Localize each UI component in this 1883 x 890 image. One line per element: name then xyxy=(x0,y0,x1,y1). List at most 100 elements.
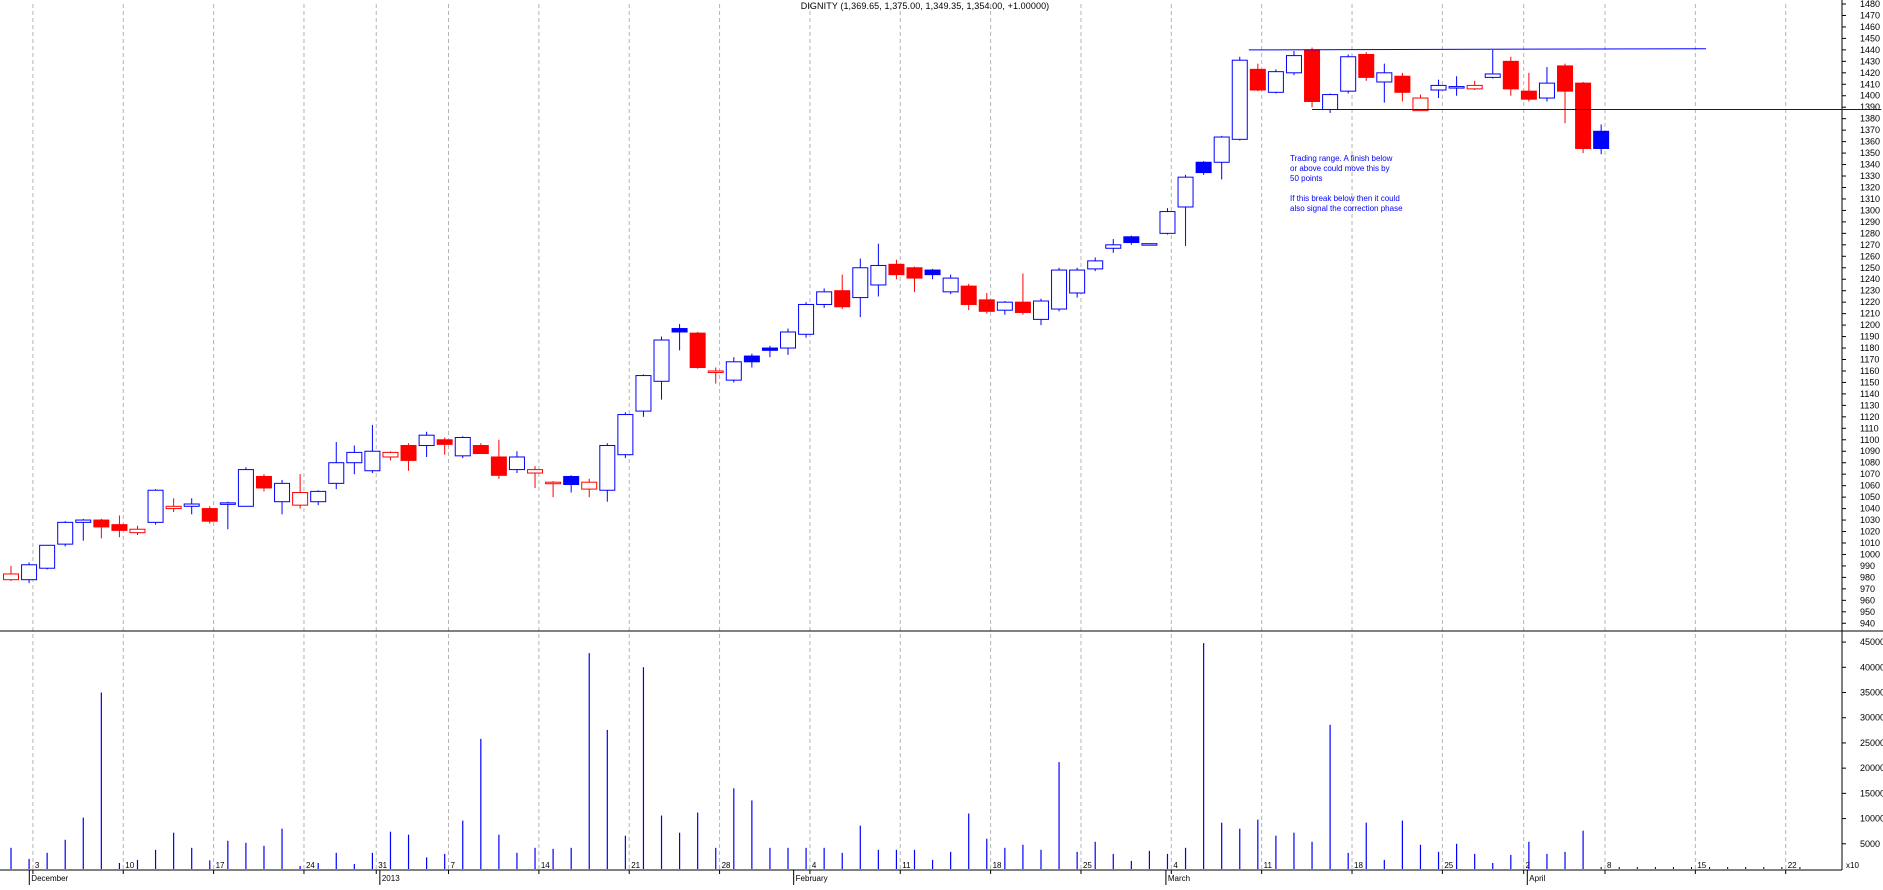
candle-body xyxy=(382,451,399,458)
candle-body xyxy=(57,521,74,545)
candle-body xyxy=(436,439,453,445)
volume-y-tick-label: 30000 xyxy=(1860,713,1883,723)
x-tick-label: 18 xyxy=(1354,861,1363,870)
y-tick-label: 1460 xyxy=(1860,22,1880,32)
candle-body xyxy=(454,436,471,457)
x-tick-label: 11 xyxy=(1264,861,1273,870)
trading-range-line xyxy=(1248,48,1706,51)
candle-body xyxy=(111,524,128,531)
candle-body xyxy=(888,263,905,276)
y-tick-label: 960 xyxy=(1860,595,1875,605)
y-tick-label: 1420 xyxy=(1860,68,1880,78)
candle-body xyxy=(996,301,1013,311)
volume-unit-label: x10 xyxy=(1846,861,1859,870)
y-tick-label: 1230 xyxy=(1860,286,1880,296)
candle-body xyxy=(1141,243,1158,246)
candle-body xyxy=(1177,176,1194,208)
trading-range-note: Trading range. A finish below or above c… xyxy=(1290,154,1403,213)
candle-body xyxy=(725,361,742,381)
candle-body xyxy=(1213,136,1230,163)
candle-body xyxy=(508,456,525,471)
candle-body xyxy=(942,277,959,293)
candle-body xyxy=(1412,97,1429,112)
month-label: 2013 xyxy=(382,874,400,883)
y-tick-label: 1270 xyxy=(1860,240,1880,250)
candle-body xyxy=(1069,269,1086,294)
candle-body xyxy=(183,503,200,507)
candle-body xyxy=(1538,82,1555,99)
y-tick-label: 1280 xyxy=(1860,228,1880,238)
candle-body xyxy=(707,370,724,373)
y-tick-label: 1180 xyxy=(1860,343,1879,353)
candle-body xyxy=(1340,56,1357,92)
candle-body xyxy=(201,508,218,522)
y-tick-label: 1320 xyxy=(1860,182,1880,192)
candle-body xyxy=(671,328,688,333)
candle-body xyxy=(689,332,706,369)
y-tick-label: 1150 xyxy=(1860,377,1879,387)
volume-y-tick-label: 5000 xyxy=(1860,839,1880,849)
candle-body xyxy=(852,267,869,299)
y-tick-label: 1260 xyxy=(1860,251,1880,261)
candle-body xyxy=(780,331,797,349)
candle-body xyxy=(418,434,435,447)
y-tick-label: 1200 xyxy=(1860,320,1880,330)
candle-body xyxy=(490,456,507,476)
candle-body xyxy=(906,267,923,279)
candle-body xyxy=(39,544,56,569)
candle-body xyxy=(255,475,272,489)
y-tick-label: 1480 xyxy=(1860,0,1880,9)
candle-body xyxy=(1322,94,1339,111)
volume-y-tick-label: 10000 xyxy=(1860,814,1883,824)
candle-body xyxy=(1557,65,1574,92)
y-tick-label: 1410 xyxy=(1860,79,1880,89)
x-tick-label: 11 xyxy=(902,861,911,870)
volume-y-tick-label: 15000 xyxy=(1860,788,1883,798)
candle-body xyxy=(1249,68,1266,91)
y-tick-label: 1470 xyxy=(1860,10,1880,20)
candle-body xyxy=(292,492,309,506)
candle-body xyxy=(743,355,760,363)
x-tick-label: 10 xyxy=(125,861,134,870)
candle-body xyxy=(924,269,941,276)
candle-body xyxy=(653,339,670,382)
y-tick-label: 1210 xyxy=(1860,309,1880,319)
y-tick-label: 1390 xyxy=(1860,102,1880,112)
month-label: December xyxy=(31,874,68,883)
candle-body xyxy=(960,285,977,305)
candle-body xyxy=(75,519,92,523)
x-tick-label: 15 xyxy=(1697,861,1706,870)
y-tick-label: 1030 xyxy=(1860,515,1880,525)
y-tick-label: 1380 xyxy=(1860,114,1880,124)
month-label: March xyxy=(1168,874,1190,883)
y-tick-label: 1300 xyxy=(1860,205,1880,215)
y-tick-label: 1080 xyxy=(1860,458,1880,468)
candle-body xyxy=(1575,82,1592,149)
y-tick-label: 1360 xyxy=(1860,137,1880,147)
y-tick-label: 1050 xyxy=(1860,492,1880,502)
candle-body xyxy=(527,469,544,474)
candle-body xyxy=(1466,84,1483,90)
candle-body xyxy=(761,347,778,351)
candle-body xyxy=(472,445,489,455)
y-tick-label: 1290 xyxy=(1860,217,1880,227)
y-tick-label: 1130 xyxy=(1860,400,1879,410)
candle-body xyxy=(3,573,19,581)
x-tick-label: 31 xyxy=(378,861,387,870)
y-tick-label: 970 xyxy=(1860,584,1875,594)
candle-body xyxy=(1159,211,1176,234)
volume-y-tick-label: 40000 xyxy=(1860,662,1883,672)
y-tick-label: 1340 xyxy=(1860,160,1880,170)
month-label: April xyxy=(1529,874,1545,883)
candle-body xyxy=(1267,71,1284,93)
y-tick-label: 1430 xyxy=(1860,56,1880,66)
candle-body xyxy=(1484,73,1501,78)
y-tick-label: 1170 xyxy=(1860,355,1879,365)
y-tick-label: 1120 xyxy=(1860,412,1879,422)
y-tick-label: 1160 xyxy=(1860,366,1879,376)
candle-body xyxy=(870,264,887,286)
candle-body xyxy=(1051,269,1068,310)
volume-y-tick-label: 20000 xyxy=(1860,763,1883,773)
x-tick-label: 25 xyxy=(1083,861,1092,870)
